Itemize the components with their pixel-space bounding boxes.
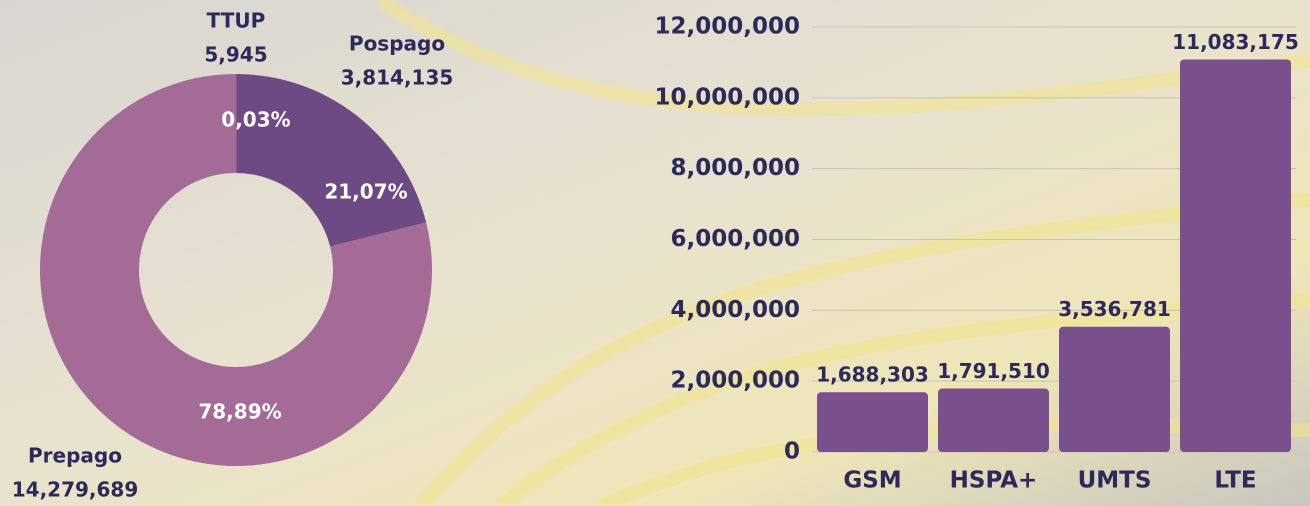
value-label: 5,945 — [204, 43, 267, 67]
percentage-label: 0,03% — [221, 108, 290, 132]
category-label: Prepago — [28, 444, 122, 468]
bar — [938, 388, 1049, 452]
bar — [1180, 59, 1291, 452]
bar — [1059, 326, 1170, 452]
category-label: TTUP — [207, 9, 266, 33]
category-label: Pospago — [349, 32, 445, 56]
donut-slice — [236, 74, 427, 247]
y-tick-label: 10,000,000 — [654, 84, 800, 110]
x-tick-label: GSM — [843, 468, 901, 494]
percentage-label: 78,89% — [198, 400, 281, 424]
value-label: 14,279,689 — [12, 478, 139, 502]
y-tick-label: 0 — [784, 439, 800, 465]
value-label: 11,083,175 — [1172, 30, 1299, 54]
value-label: 1,688,303 — [816, 363, 929, 387]
donut-slice — [39, 74, 432, 467]
y-tick-label: 2,000,000 — [671, 368, 801, 394]
value-label: 1,791,510 — [937, 359, 1050, 383]
x-tick-label: HSPA+ — [950, 468, 1038, 494]
y-tick-label: 6,000,000 — [671, 226, 801, 252]
y-tick-label: 8,000,000 — [671, 155, 801, 181]
y-tick-label: 4,000,000 — [671, 297, 801, 323]
x-tick-label: UMTS — [1078, 468, 1152, 494]
percentage-label: 21,07% — [324, 180, 407, 204]
y-tick-label: 12,000,000 — [654, 14, 800, 40]
value-label: 3,536,781 — [1058, 297, 1171, 321]
x-tick-label: LTE — [1214, 468, 1256, 494]
value-label: 3,814,135 — [341, 66, 454, 90]
bar — [817, 392, 928, 452]
